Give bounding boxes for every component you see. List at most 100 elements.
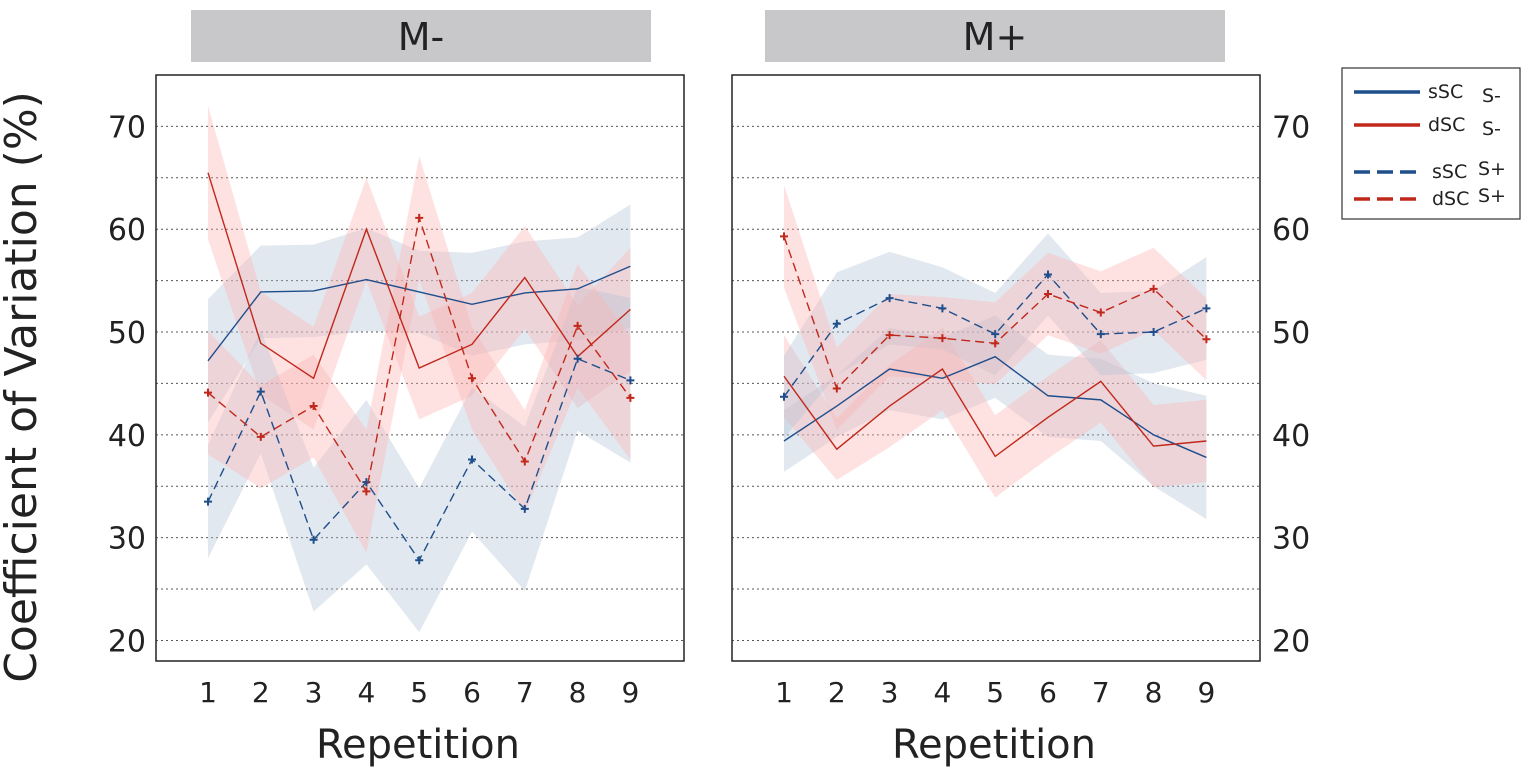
data-point [1044, 270, 1052, 279]
x-axis-label: Repetition [892, 722, 1096, 768]
legend-entry: dSC S+ [1354, 185, 1506, 210]
panel-title: M+ [963, 15, 1028, 59]
panel-m-minus: M- 20 30 40 50 60 70 1 2 3 4 5 6 7 8 9 Repetition [108, 10, 685, 768]
x-tick-label: 4 [357, 676, 375, 709]
plot-frame [155, 74, 685, 662]
x-axis-label: Repetition [316, 722, 520, 768]
y-tick-label: 50 [1272, 316, 1310, 351]
data-point [573, 354, 582, 363]
data-point [626, 376, 635, 385]
legend-cond: S- [1482, 85, 1501, 107]
data-point [1202, 335, 1211, 344]
data-point [468, 374, 476, 383]
data-point [832, 319, 841, 328]
y-tick-label: 40 [1272, 419, 1310, 454]
band-ssc-splus [208, 286, 631, 633]
legend-entry: sSC S- [1354, 81, 1501, 107]
panel-title: M- [398, 15, 445, 59]
x-tick-label: 7 [1092, 676, 1110, 709]
data-point [362, 487, 371, 496]
data-point [1149, 328, 1158, 337]
data-point [938, 334, 947, 343]
series-line [207, 172, 631, 380]
data-point [991, 330, 1000, 339]
x-tick-label: 2 [252, 676, 270, 709]
x-tick-label: 5 [986, 676, 1004, 709]
y-tick-label: 30 [108, 522, 146, 557]
data-point [1149, 284, 1158, 293]
data-point [415, 556, 424, 565]
band-ssc-s- [784, 315, 1207, 520]
y-tick-label: 30 [1272, 522, 1310, 557]
data-point [780, 232, 788, 241]
x-tick-label: 6 [463, 676, 481, 709]
data-point [1044, 289, 1052, 298]
x-tick-label: 4 [933, 676, 951, 709]
data-point [204, 497, 212, 506]
data-point [468, 455, 476, 464]
plot-frame [731, 74, 1261, 662]
legend-entry: sSC S+ [1354, 158, 1506, 183]
band-ssc-s- [208, 204, 631, 423]
data-point [256, 387, 265, 396]
x-tick-label: 1 [199, 676, 217, 709]
data-point [1096, 308, 1105, 317]
data-point [885, 331, 894, 340]
series-line [783, 355, 1207, 459]
data-point [991, 339, 1000, 348]
panel-title-bar [191, 10, 651, 62]
data-point [362, 478, 371, 487]
panel-title-bar [765, 10, 1225, 62]
data-point [415, 213, 424, 222]
legend-cond: S+ [1478, 185, 1506, 207]
x-tick-label: 8 [569, 676, 587, 709]
data-point [1202, 304, 1211, 313]
y-tick-label: 70 [108, 110, 146, 145]
panel-m-plus: M+ 20 30 40 50 60 70 1 2 3 4 5 6 7 8 9 Repetition [731, 10, 1310, 768]
data-point [520, 504, 529, 513]
y-tick-label: 50 [108, 316, 146, 351]
legend-entry: dSC S- [1354, 114, 1501, 140]
data-point [204, 388, 212, 397]
legend-name: dSC [1428, 114, 1465, 136]
x-tick-label: 9 [1197, 676, 1215, 709]
data-point [626, 393, 635, 402]
y-tick-label: 20 [108, 624, 146, 659]
y-tick-label: 20 [1272, 624, 1310, 659]
x-tick-label: 8 [1145, 676, 1163, 709]
x-tick-label: 7 [516, 676, 534, 709]
data-point [1096, 330, 1105, 339]
data-point [885, 294, 894, 303]
panels: M- 20 30 40 50 60 70 1 2 3 4 5 6 7 8 9 Repetition M+ 20 30 4… [108, 10, 1310, 768]
legend-cond: S+ [1478, 158, 1506, 180]
series-line [207, 265, 631, 362]
x-tick-label: 2 [828, 676, 846, 709]
band-dsc-s- [208, 105, 631, 430]
y-tick-label: 40 [108, 419, 146, 454]
data-point [520, 457, 529, 466]
y-tick-label: 60 [108, 213, 146, 248]
data-point [309, 402, 318, 411]
x-tick-label: 5 [410, 676, 428, 709]
legend-name: dSC [1432, 188, 1469, 210]
series-line [783, 273, 1207, 398]
band-dsc-splus [208, 156, 631, 554]
data-point [832, 384, 841, 393]
data-point [780, 392, 788, 401]
data-point [256, 432, 265, 441]
x-tick-label: 1 [775, 676, 793, 709]
x-tick-label: 9 [621, 676, 639, 709]
data-point [309, 535, 318, 544]
y-tick-label: 70 [1272, 110, 1310, 145]
y-tick-label: 60 [1272, 213, 1310, 248]
band-dsc-s- [784, 327, 1207, 498]
x-tick-label: 3 [881, 676, 899, 709]
y-axis-label: Coefficient of Variation (%) [0, 91, 47, 683]
x-tick-label: 6 [1039, 676, 1057, 709]
legend-cond: S- [1482, 118, 1501, 140]
legend: sSC S-dSC S-sSC S+ dSC S+ [1341, 67, 1521, 220]
data-point [938, 304, 947, 313]
data-point [573, 321, 582, 330]
legend-name: sSC [1428, 81, 1463, 103]
